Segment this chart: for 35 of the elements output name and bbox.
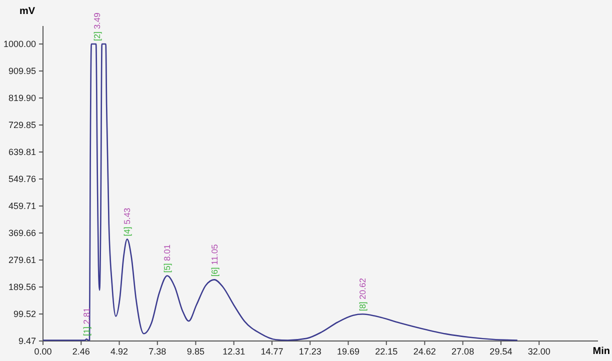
line-series bbox=[42, 43, 518, 341]
x-tick-label: 22.15 bbox=[375, 346, 398, 356]
annotation: [6] 11.05 bbox=[209, 244, 220, 277]
y-tick-label: 819.90 bbox=[8, 92, 36, 103]
annotation: [8] 20.62 bbox=[358, 278, 368, 312]
x-tick-label: 7.38 bbox=[148, 346, 166, 356]
y-tick-label: 369.66 bbox=[8, 228, 36, 238]
annotation: [2] 3.49 bbox=[92, 12, 102, 41]
x-tick-label: 12.31 bbox=[222, 346, 246, 356]
y-axis-title: mV bbox=[19, 6, 36, 17]
y-tick-label: 459.71 bbox=[8, 200, 36, 211]
y-tick-label: 9.47 bbox=[18, 336, 36, 346]
y-tick-label: 99.52 bbox=[13, 308, 36, 319]
y-tick-label: 189.56 bbox=[8, 282, 36, 292]
y-tick-label: 1000.00 bbox=[3, 38, 36, 49]
x-tick-label: 4.92 bbox=[110, 346, 128, 356]
annotation: [1] 2.81 bbox=[82, 307, 92, 336]
x-tick-label: 17.23 bbox=[298, 346, 322, 356]
x-tick-label: 32.00 bbox=[528, 346, 550, 356]
annotation: [5] 8.01 bbox=[162, 244, 172, 273]
x-tick-label: 27.08 bbox=[452, 346, 474, 356]
x-tick-label: 2.46 bbox=[72, 346, 90, 356]
x-tick-label: 29.54 bbox=[490, 346, 512, 356]
x-tick-label: 24.62 bbox=[413, 346, 436, 356]
y-tick-label: 279.61 bbox=[8, 254, 36, 265]
y-tick-label: 909.95 bbox=[8, 66, 36, 76]
x-axis-title: Min bbox=[592, 346, 610, 357]
y-tick-label: 549.76 bbox=[8, 174, 36, 184]
x-tick-label: 19.69 bbox=[336, 346, 360, 356]
x-tick-label: 0.00 bbox=[34, 346, 52, 356]
x-tick-label: 14.77 bbox=[260, 346, 284, 356]
y-tick-label: 729.85 bbox=[8, 120, 36, 130]
y-tick-label: 639.81 bbox=[8, 146, 36, 157]
annotation: [4] 5.43 bbox=[122, 208, 132, 236]
x-tick-label: 9.85 bbox=[186, 346, 204, 356]
